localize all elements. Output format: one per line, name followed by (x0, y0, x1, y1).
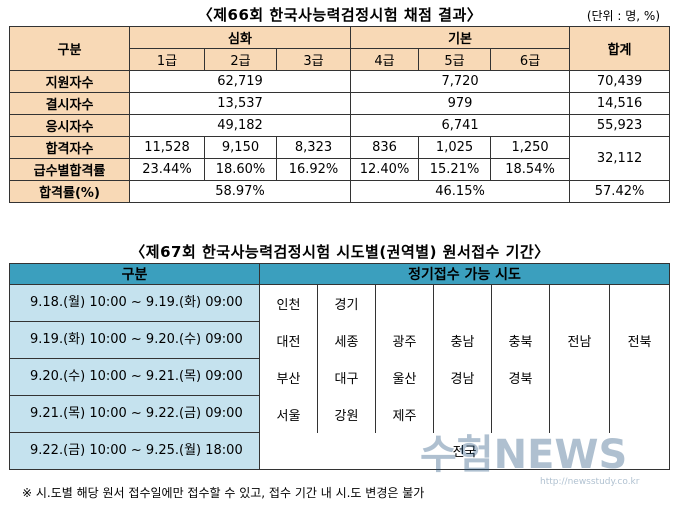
cell-total: 70,439 (569, 70, 671, 93)
region-cell: 부산 (259, 358, 318, 396)
row-label: 응시자수 (9, 114, 130, 137)
header-advanced: 심화 (128, 26, 352, 49)
region-cell (549, 284, 610, 322)
cell-basic: 7,720 (350, 70, 571, 93)
region-cell: 충북 (491, 321, 550, 359)
region-cell: 경북 (491, 358, 550, 396)
region-cell (549, 358, 610, 396)
cell-advanced: 13,537 (128, 92, 352, 115)
header-grade-6: 6급 (490, 48, 571, 71)
row-applicants: 지원자수 62,719 7,720 70,439 (9, 70, 671, 93)
region-cell: 서울 (259, 395, 318, 433)
cell-grade-1: 23.44% (129, 158, 205, 181)
cell-basic: 46.15% (350, 180, 571, 203)
header-regions: 정기접수 가능 시도 (258, 263, 671, 285)
cell-grade-4: 836 (350, 136, 420, 159)
row-absent: 결시자수 13,537 979 14,516 (9, 92, 671, 115)
region-cell: 제주 (375, 395, 434, 433)
region-cell-nationwide: 전국 (258, 432, 671, 470)
row-label: 결시자수 (9, 92, 130, 115)
cell-total: 32,112 (569, 136, 671, 181)
watermark-url: http://newsstudy.co.kr (540, 477, 640, 487)
region-cell: 광주 (375, 321, 434, 359)
row-passers: 합격자수 11,528 9,150 8,323 836 1,025 1,250 … (9, 136, 671, 181)
region-cell (491, 284, 550, 322)
cell-grade-5: 15.21% (418, 158, 492, 181)
region-cell: 경남 (433, 358, 492, 396)
cell-grade-2: 9,150 (204, 136, 277, 159)
header-grade-3: 3급 (275, 48, 352, 71)
schedule-row: 9.19.(화) 10:00 ~ 9.20.(수) 09:00 대전 세종 광주… (9, 321, 671, 359)
header-grade-4: 4급 (350, 48, 420, 71)
region-cell: 경기 (317, 284, 376, 322)
period-cell: 9.22.(금) 10:00 ~ 9.25.(월) 18:00 (9, 432, 260, 470)
region-cell (433, 395, 492, 433)
cell-grade-1: 11,528 (129, 136, 205, 159)
region-cell: 세종 (317, 321, 376, 359)
cell-grade-3: 16.92% (275, 158, 352, 181)
row-takers: 응시자수 49,182 6,741 55,923 (9, 114, 671, 137)
region-cell (608, 358, 671, 396)
cell-total: 55,923 (569, 114, 671, 137)
header-gubun: 구분 (9, 26, 130, 71)
cell-advanced: 62,719 (128, 70, 352, 93)
region-cell (608, 395, 671, 433)
period-cell: 9.18.(월) 10:00 ~ 9.19.(화) 09:00 (9, 284, 260, 322)
cell-grade-6: 1,250 (490, 136, 571, 159)
region-cell (375, 284, 434, 322)
region-cell (608, 284, 671, 322)
region-cell (549, 395, 610, 433)
header-gubun: 구분 (9, 263, 260, 285)
row-label: 급수별합격률 (9, 158, 130, 181)
cell-grade-3: 8,323 (275, 136, 352, 159)
registration-schedule-table: 구분 정기접수 가능 시도 9.18.(월) 10:00 ~ 9.19.(화) … (9, 263, 671, 470)
footnote: ※ 시.도별 해당 원서 접수일에만 접수할 수 있고, 접수 기간 내 시.도… (22, 486, 425, 500)
header-total: 합계 (569, 26, 671, 71)
region-cell: 인천 (259, 284, 318, 322)
result-table-title: 〈제66회 한국사능력검정시험 채점 결과〉 (197, 6, 483, 24)
row-label: 합격자수 (9, 136, 130, 159)
schedule-table-title: 〈제67회 한국사능력검정시험 시도별(권역별) 원서접수 기간〉 (130, 243, 550, 261)
period-cell: 9.19.(화) 10:00 ~ 9.20.(수) 09:00 (9, 321, 260, 359)
region-cell (491, 395, 550, 433)
period-cell: 9.20.(수) 10:00 ~ 9.21.(목) 09:00 (9, 358, 260, 396)
row-label: 합격률(%) (9, 180, 130, 203)
cell-grade-6: 18.54% (490, 158, 571, 181)
cell-total: 14,516 (569, 92, 671, 115)
schedule-row: 9.18.(월) 10:00 ~ 9.19.(화) 09:00 인천 경기 (9, 284, 671, 322)
region-cell (433, 284, 492, 322)
schedule-row: 9.21.(목) 10:00 ~ 9.22.(금) 09:00 서울 강원 제주 (9, 395, 671, 433)
row-grade-rate: 급수별합격률 23.44% 18.60% 16.92% 12.40% 15.21… (9, 158, 670, 181)
cell-grade-4: 12.40% (350, 158, 420, 181)
cell-grade-5: 1,025 (418, 136, 492, 159)
region-cell: 전남 (549, 321, 610, 359)
region-cell: 울산 (375, 358, 434, 396)
region-cell: 전북 (608, 321, 671, 359)
header-grade-5: 5급 (418, 48, 492, 71)
header-basic: 기본 (350, 26, 571, 49)
cell-advanced: 58.97% (128, 180, 352, 203)
region-cell: 충남 (433, 321, 492, 359)
cell-grade-2: 18.60% (204, 158, 277, 181)
schedule-row: 9.22.(금) 10:00 ~ 9.25.(월) 18:00 전국 (9, 432, 671, 470)
cell-basic: 979 (350, 92, 571, 115)
region-cell: 강원 (317, 395, 376, 433)
cell-advanced: 49,182 (128, 114, 352, 137)
region-cell: 대전 (259, 321, 318, 359)
region-cell: 대구 (317, 358, 376, 396)
cell-basic: 6,741 (350, 114, 571, 137)
period-cell: 9.21.(목) 10:00 ~ 9.22.(금) 09:00 (9, 395, 260, 433)
row-pass-rate: 합격률(%) 58.97% 46.15% 57.42% (9, 180, 671, 203)
row-label: 지원자수 (9, 70, 130, 93)
cell-total: 57.42% (569, 180, 671, 203)
exam-result-table: 구분 심화 기본 합계 1급 2급 3급 4급 5급 6급 지원자수 62,71… (9, 26, 671, 203)
unit-label: (단위 : 명, %) (586, 9, 660, 23)
header-grade-2: 2급 (204, 48, 277, 71)
header-grade-1: 1급 (129, 48, 205, 71)
schedule-row: 9.20.(수) 10:00 ~ 9.21.(목) 09:00 부산 대구 울산… (9, 358, 671, 396)
